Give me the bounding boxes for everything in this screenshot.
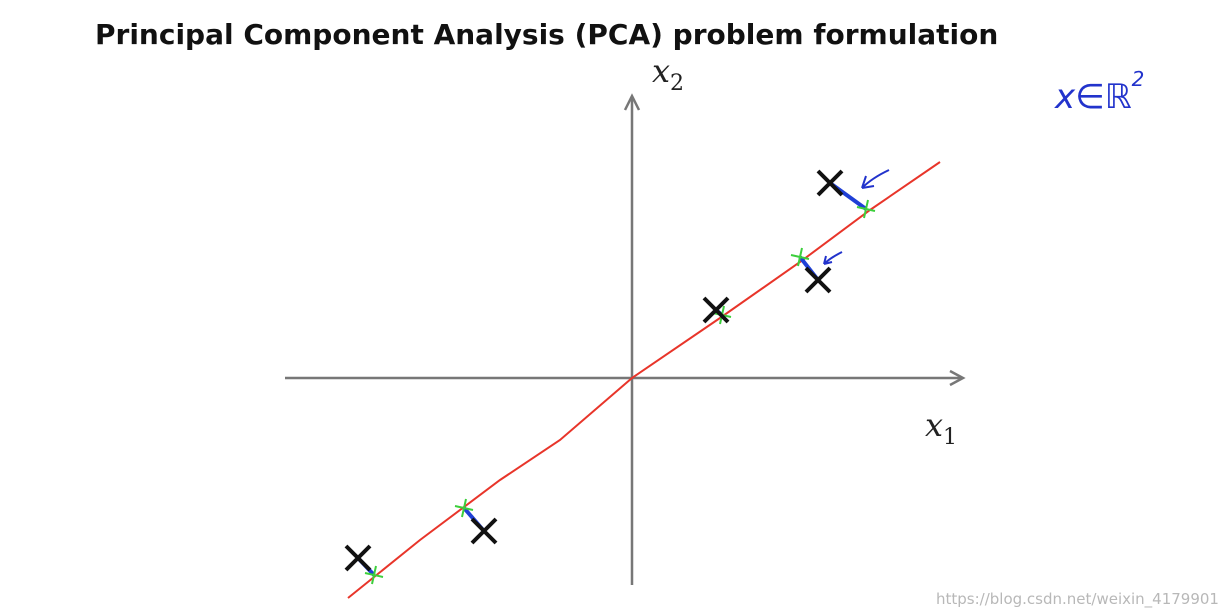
slide-title: Principal Component Analysis (PCA) probl… — [95, 18, 998, 51]
green-projection — [856, 199, 876, 219]
watermark: https://blog.csdn.net/weixin_41799019 — [936, 590, 1218, 609]
data-point — [702, 296, 730, 324]
y-axis-label: x2 — [652, 52, 684, 96]
data-point — [804, 266, 832, 294]
annotation: x∈ℝ2 — [1054, 67, 1144, 117]
green-projection — [790, 247, 810, 267]
data-point — [470, 517, 498, 545]
axes — [285, 93, 966, 585]
handwritten-arrows — [823, 169, 890, 265]
arrow — [861, 169, 890, 189]
y-arrow — [623, 93, 641, 111]
green-projection — [364, 565, 384, 585]
x-arrow — [949, 369, 966, 387]
data-point — [816, 169, 844, 197]
projection-line — [347, 161, 941, 599]
points — [344, 169, 876, 585]
x-axis-label: x1 — [925, 406, 957, 450]
data-point — [344, 544, 372, 572]
green-projection — [454, 498, 474, 518]
arrow — [823, 251, 843, 265]
